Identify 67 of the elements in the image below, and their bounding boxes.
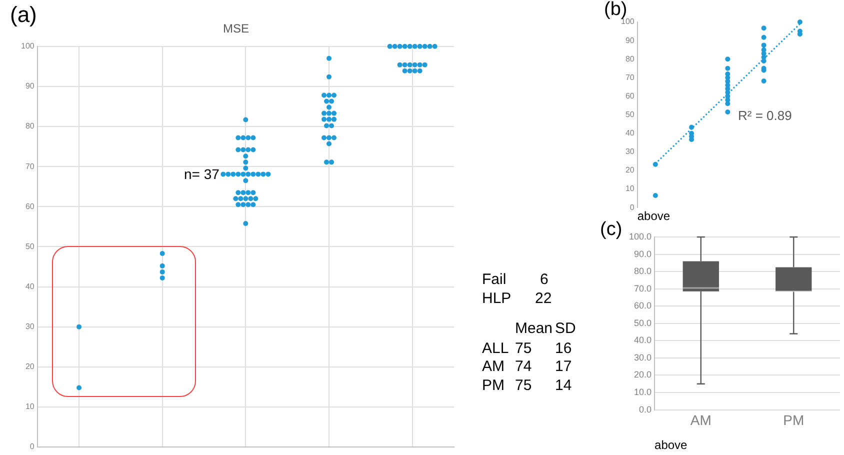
text: (c) [600,219,622,240]
y-tick-label: 10 [25,402,35,412]
y-tick-label: 40 [25,282,35,291]
y-tick-label: 20.0 [634,370,652,380]
point [761,47,766,52]
y-tick-label: 0 [30,442,35,452]
y-tick-label: 50 [625,110,635,120]
y-tick-label: 80 [625,54,635,64]
y-tick-label: 90.0 [634,248,652,259]
y-tick-label: 90 [25,82,35,91]
text: SD [555,320,576,337]
annotation: R² = 0.89 [738,108,792,123]
y-tick-label: 50 [25,242,35,251]
point [761,78,766,84]
y-tick-label: 80 [25,122,35,131]
point [797,20,802,24]
y-tick-label: 60.0 [634,300,652,311]
point [761,34,766,40]
y-tick-label: 70 [625,72,635,82]
point [652,193,658,198]
y-tick-label: 100.0 [628,231,652,242]
point [761,26,766,31]
y-tick-label: 40 [625,128,635,138]
y-tick-label: 0.0 [639,404,652,414]
y-tick-label: 20 [625,166,635,175]
y-tick-label: 30 [625,147,635,156]
annotation: n= 37 [184,166,220,182]
y-tick-label: 60 [25,202,35,211]
text: 16 [555,340,572,357]
text: AM [482,358,504,375]
text: (b) [604,0,628,20]
text: 6 [540,271,548,288]
y-tick-label: 70 [25,162,35,171]
point [761,42,766,48]
text: ALL [482,340,509,357]
text: 74 [515,358,532,375]
point [725,110,730,115]
y-tick-label: 60 [625,91,635,100]
text: Fail [482,271,506,288]
x-axis-title: above [654,438,688,452]
y-tick-label: 70.0 [634,283,652,294]
text: PM [482,377,504,394]
point [725,56,730,62]
point [725,66,730,71]
text: 22 [535,290,552,307]
point [725,71,730,76]
text: Mean [515,320,553,337]
y-tick-label: 50.0 [634,318,652,328]
x-axis-title: above [637,209,670,224]
y-tick-label: 100 [620,17,635,26]
y-tick-label: 40.0 [634,335,652,346]
y-tick-label: 100 [20,42,35,51]
y-tick-label: 0 [630,202,635,212]
text: 75 [515,340,532,357]
text: 14 [555,377,572,394]
y-tick-label: 30.0 [634,352,652,362]
text: 75 [515,377,532,394]
y-tick-label: 80.0 [634,266,652,276]
chart-title: MSE [222,22,250,36]
y-tick-label: 30 [25,322,35,332]
text: HLP [482,290,512,307]
text: 17 [555,358,572,375]
y-tick-label: 10.0 [634,387,652,398]
text: (a) [10,2,37,27]
y-tick-label: 10 [625,184,635,194]
y-tick-label: 20 [25,362,35,372]
y-tick-label: 90 [625,36,635,45]
